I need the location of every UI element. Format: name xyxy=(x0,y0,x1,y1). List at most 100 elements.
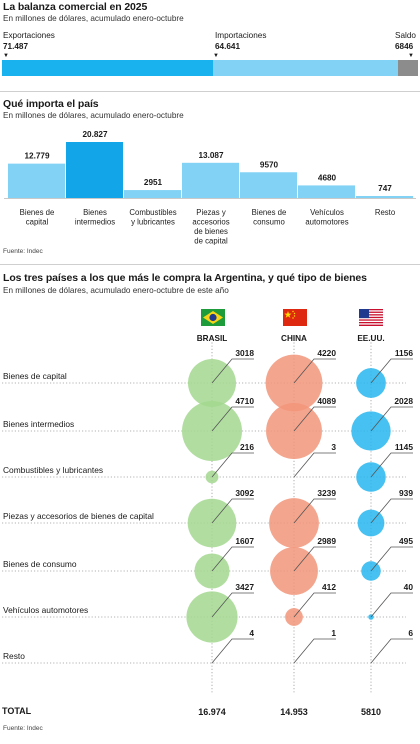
import-category-label-line: capital xyxy=(26,218,49,227)
import-category-label-line: Combustibles xyxy=(129,208,176,217)
import-category-label: Bienes de capital xyxy=(20,208,55,227)
import-category-label-line: intermedios xyxy=(75,218,115,227)
leader-line xyxy=(211,498,254,524)
leader-line xyxy=(370,498,413,524)
import-bar xyxy=(124,190,181,198)
leader-line xyxy=(370,358,413,384)
bubble-value-label: 4 xyxy=(249,628,254,638)
import-bar xyxy=(356,195,413,198)
import-value-label: 13.087 xyxy=(198,151,223,160)
leader-line xyxy=(293,638,336,664)
countries-source: Fuente: Indec xyxy=(3,725,43,732)
bubble-value-label: 3239 xyxy=(317,488,336,498)
divider xyxy=(0,264,420,265)
leader-line xyxy=(370,406,413,432)
imports-subtitle: En millones de dólares, acumulado enero-… xyxy=(3,111,184,120)
bubble-value-label: 1156 xyxy=(395,348,414,358)
import-category-label-line: Piezas y xyxy=(196,208,226,217)
category-label: Combustibles y lubricantes xyxy=(3,465,103,475)
import-bar xyxy=(298,185,355,198)
import-label: Importaciones xyxy=(215,31,267,40)
countries-subtitle: En millones de dólares, acumulado enero-… xyxy=(3,286,229,295)
import-value-label: 747 xyxy=(378,184,392,193)
import-value-label: 9570 xyxy=(260,160,279,169)
bubble-value-label: 3018 xyxy=(235,348,254,358)
saldo-value: 6846 xyxy=(395,42,414,51)
import-bar xyxy=(182,162,239,198)
import-marker-icon: ▼ xyxy=(213,53,219,59)
bubble-value-label: 6 xyxy=(408,628,413,638)
import-category-label: Piezas y accesorios de bienes de capital xyxy=(192,208,229,246)
import-category-label: Combustibles y lubricantes xyxy=(129,208,176,227)
import-category-label-line: de bienes xyxy=(194,227,228,236)
leader-line xyxy=(370,452,413,478)
bubble-value-label: 1607 xyxy=(235,536,254,546)
divider xyxy=(0,91,420,92)
import-category-label-line: consumo xyxy=(253,218,285,227)
bubble-value-label: 40 xyxy=(404,582,414,592)
import-category-label-line: accesorios xyxy=(192,218,229,227)
balance-subtitle: En millones de dólares, acumulado enero-… xyxy=(3,14,184,23)
import-category-label-line: de capital xyxy=(194,237,228,246)
import-category-label-line: y lubricantes xyxy=(131,218,175,227)
import-category-label-line: Bienes de xyxy=(20,208,55,217)
import-bar xyxy=(66,142,123,198)
bubble-value-label: 3 xyxy=(331,442,336,452)
bubble-value-label: 4220 xyxy=(317,348,336,358)
bubble-value-label: 1145 xyxy=(395,442,414,452)
import-category-label-line: Bienes de xyxy=(252,208,287,217)
import-bar xyxy=(8,163,65,198)
import-category-label-line: Bienes xyxy=(83,208,107,217)
china-flag-icon xyxy=(283,309,307,326)
balance-bar xyxy=(2,60,418,76)
import-category-label-line: automotores xyxy=(305,218,348,227)
imports-source: Fuente: Indec xyxy=(3,248,43,255)
leader-line xyxy=(293,592,336,618)
leader-line xyxy=(370,638,413,664)
balance-title: La balanza comercial en 2025 xyxy=(3,1,148,13)
category-label: Bienes de consumo xyxy=(3,559,77,569)
usa-flag-icon xyxy=(359,309,383,326)
import-bar xyxy=(240,172,297,198)
import-category-label: Resto xyxy=(375,208,396,217)
countries-title: Los tres países a los que más le compra … xyxy=(3,272,367,284)
country-name: CHINA xyxy=(281,334,307,343)
import-value: 64.641 xyxy=(215,42,241,51)
leader-line xyxy=(211,358,254,384)
import-value-label: 2951 xyxy=(144,178,163,187)
import-value-label: 12.779 xyxy=(24,152,49,161)
export-label: Exportaciones xyxy=(3,31,55,40)
import-category-label: Vehículos automotores xyxy=(305,208,348,227)
brazil-flag-icon xyxy=(201,309,225,326)
leader-line xyxy=(293,452,336,478)
country-name: BRASIL xyxy=(197,334,227,343)
leader-line xyxy=(211,452,254,478)
bubble-value-label: 4089 xyxy=(317,396,336,406)
country-total: 5810 xyxy=(361,707,381,717)
bubble-value-label: 1 xyxy=(331,628,336,638)
category-label: Resto xyxy=(3,651,25,661)
import-category-label-line: Resto xyxy=(375,208,396,217)
bubble-value-label: 3092 xyxy=(235,488,254,498)
category-label: Bienes de capital xyxy=(3,371,67,381)
leader-line xyxy=(211,406,254,432)
bubble-value-label: 939 xyxy=(399,488,413,498)
category-label: Piezas y accesorios de bienes de capital xyxy=(3,511,154,521)
import-value-label: 20.827 xyxy=(82,130,107,139)
category-label: Bienes intermedios xyxy=(3,419,74,429)
leader-line xyxy=(211,638,254,664)
bubble-value-label: 495 xyxy=(399,536,413,546)
leader-line xyxy=(293,358,336,384)
leader-line xyxy=(211,592,254,618)
bubble-value-label: 4710 xyxy=(235,396,254,406)
bubble-value-label: 2989 xyxy=(317,536,336,546)
leader-line xyxy=(293,498,336,524)
category-label: Vehículos automotores xyxy=(3,605,88,615)
bubble-value-label: 2028 xyxy=(394,396,413,406)
leader-line xyxy=(293,406,336,432)
saldo-bar xyxy=(398,60,418,76)
export-marker-icon: ▼ xyxy=(3,53,9,59)
import-bar xyxy=(212,60,402,76)
leader-line xyxy=(370,592,413,618)
